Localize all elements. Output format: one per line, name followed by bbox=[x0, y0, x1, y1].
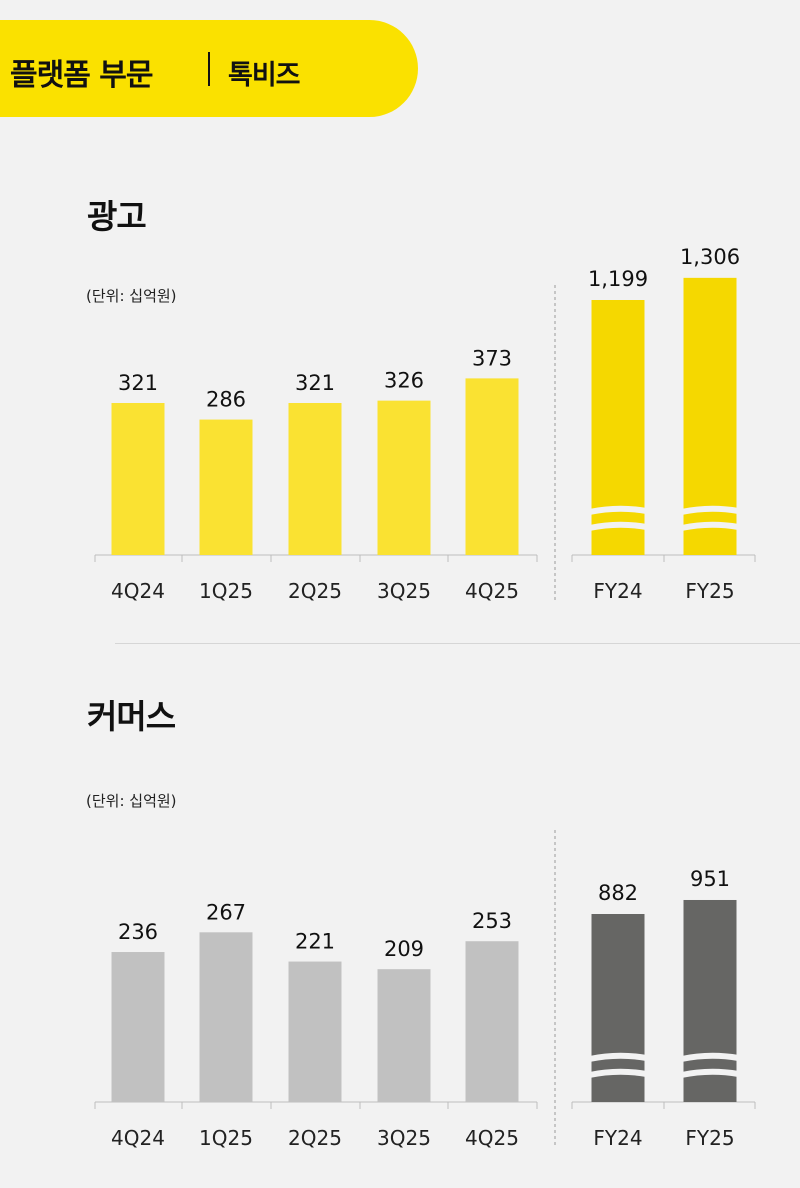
ad-bar-4Q25 bbox=[465, 378, 519, 555]
ad-value-label-3Q25: 326 bbox=[384, 369, 424, 393]
ad-x-label-2Q25: 2Q25 bbox=[288, 579, 342, 603]
commerce-axis-break-mark bbox=[680, 1068, 740, 1078]
ad-axis-break-mark bbox=[588, 521, 648, 531]
page-subtitle: 톡비즈 bbox=[228, 60, 301, 91]
ad-value-label-2Q25: 321 bbox=[295, 371, 335, 395]
commerce-bar-FY25 bbox=[683, 899, 737, 1102]
commerce-bar-2Q25 bbox=[288, 961, 342, 1102]
ad-bar-1Q25 bbox=[199, 419, 253, 555]
commerce-x-label-4Q24: 4Q24 bbox=[111, 1126, 165, 1150]
section-divider bbox=[115, 643, 800, 644]
commerce-section-title: 커머스 bbox=[87, 697, 176, 736]
ad-axis-break-mark bbox=[680, 521, 740, 531]
commerce-axis-break-mark bbox=[588, 1052, 648, 1062]
commerce-axis-break-mark bbox=[588, 1068, 648, 1078]
ad-bar-3Q25 bbox=[377, 400, 431, 555]
commerce-x-label-2Q25: 2Q25 bbox=[288, 1126, 342, 1150]
ad-x-label-4Q25: 4Q25 bbox=[465, 579, 519, 603]
ad-value-label-4Q25: 373 bbox=[472, 346, 512, 370]
commerce-bar-4Q25 bbox=[465, 941, 519, 1102]
ad-value-label-4Q24: 321 bbox=[118, 371, 158, 395]
ad-x-label-FY24: FY24 bbox=[593, 579, 642, 603]
ad-x-label-FY25: FY25 bbox=[685, 579, 734, 603]
ad-axis-break-mark bbox=[680, 505, 740, 515]
ad-value-label-FY25: 1,306 bbox=[680, 245, 740, 269]
commerce-value-label-3Q25: 209 bbox=[384, 937, 424, 961]
commerce-x-label-FY25: FY25 bbox=[685, 1126, 734, 1150]
commerce-x-label-4Q25: 4Q25 bbox=[465, 1126, 519, 1150]
commerce-x-label-FY24: FY24 bbox=[593, 1126, 642, 1150]
commerce-value-label-4Q24: 236 bbox=[118, 920, 158, 944]
commerce-bar-3Q25 bbox=[377, 969, 431, 1102]
commerce-axis-break-mark bbox=[680, 1052, 740, 1062]
ad-bar-4Q24 bbox=[111, 403, 165, 555]
commerce-x-label-3Q25: 3Q25 bbox=[377, 1126, 431, 1150]
commerce-value-label-1Q25: 267 bbox=[206, 900, 246, 924]
commerce-bar-4Q24 bbox=[111, 952, 165, 1102]
commerce-value-label-4Q25: 253 bbox=[472, 909, 512, 933]
commerce-bar-1Q25 bbox=[199, 932, 253, 1102]
commerce-x-label-1Q25: 1Q25 bbox=[199, 1126, 253, 1150]
ad-value-label-1Q25: 286 bbox=[206, 388, 246, 412]
commerce-value-label-FY25: 951 bbox=[690, 867, 730, 891]
ad-x-label-3Q25: 3Q25 bbox=[377, 579, 431, 603]
ad-axis-break-mark bbox=[588, 505, 648, 515]
ad-bar-2Q25 bbox=[288, 403, 342, 555]
ad-section-title: 광고 bbox=[87, 197, 147, 236]
commerce-value-label-2Q25: 221 bbox=[295, 930, 335, 954]
header-divider bbox=[208, 52, 210, 86]
commerce-unit-label: (단위: 십억원) bbox=[86, 792, 177, 810]
ad-bar-chart: 321 4Q24 286 1Q25 321 2Q25 326 3Q25 373 4Q25 1,199… bbox=[94, 245, 756, 603]
ad-x-label-4Q24: 4Q24 bbox=[111, 579, 165, 603]
ad-x-label-1Q25: 1Q25 bbox=[199, 579, 253, 603]
ad-value-label-FY24: 1,199 bbox=[588, 267, 648, 291]
ad-unit-label: (단위: 십억원) bbox=[86, 287, 177, 305]
page-title: 플랫폼 부문 bbox=[10, 58, 153, 93]
commerce-value-label-FY24: 882 bbox=[598, 881, 638, 905]
